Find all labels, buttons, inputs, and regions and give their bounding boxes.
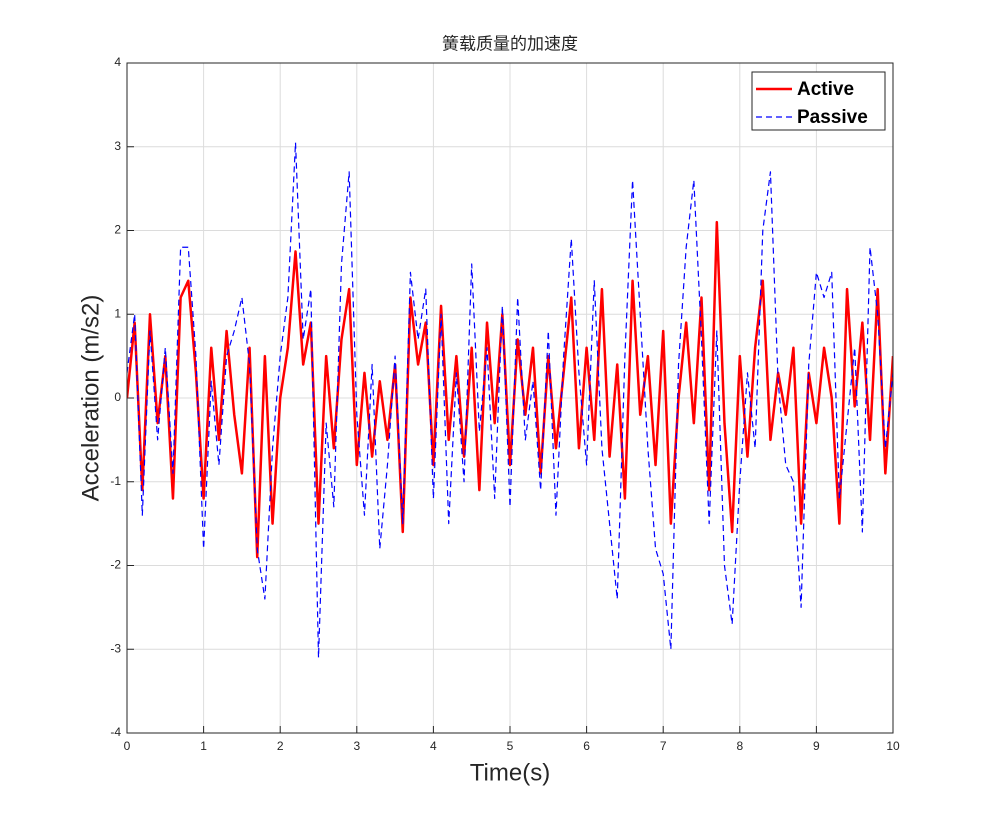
x-tick-label: 2 bbox=[277, 739, 284, 753]
x-tick-label: 3 bbox=[353, 739, 360, 753]
y-tick-label: -3 bbox=[110, 641, 121, 655]
x-tick-label: 9 bbox=[813, 739, 820, 753]
legend-label: Passive bbox=[797, 107, 868, 128]
x-tick-label: 6 bbox=[583, 739, 590, 753]
y-tick-label: -4 bbox=[110, 725, 121, 739]
x-axis-label: Time(s) bbox=[470, 759, 550, 786]
x-tick-label: 1 bbox=[200, 739, 207, 753]
y-tick-label: -2 bbox=[110, 558, 121, 572]
y-axis-label: Acceleration (m/s2) bbox=[77, 295, 104, 502]
y-tick-label: 4 bbox=[114, 55, 121, 69]
x-tick-label: 0 bbox=[124, 739, 131, 753]
y-tick-label: 2 bbox=[114, 223, 121, 237]
x-tick-label: 4 bbox=[430, 739, 437, 753]
y-tick-label: 0 bbox=[114, 390, 121, 404]
y-tick-label: 3 bbox=[114, 139, 121, 153]
x-tick-label: 10 bbox=[886, 739, 900, 753]
x-tick-label: 5 bbox=[507, 739, 514, 753]
y-tick-label: -1 bbox=[110, 474, 121, 488]
legend-label: Active bbox=[797, 79, 854, 100]
chart-title: 簧载质量的加速度 bbox=[442, 35, 578, 55]
legend-box bbox=[751, 71, 886, 131]
series-line bbox=[127, 141, 893, 659]
series-line bbox=[127, 220, 893, 559]
axes-box bbox=[126, 62, 894, 734]
x-tick-label: 7 bbox=[660, 739, 667, 753]
y-tick-label: 1 bbox=[114, 306, 121, 320]
x-tick-label: 8 bbox=[736, 739, 743, 753]
